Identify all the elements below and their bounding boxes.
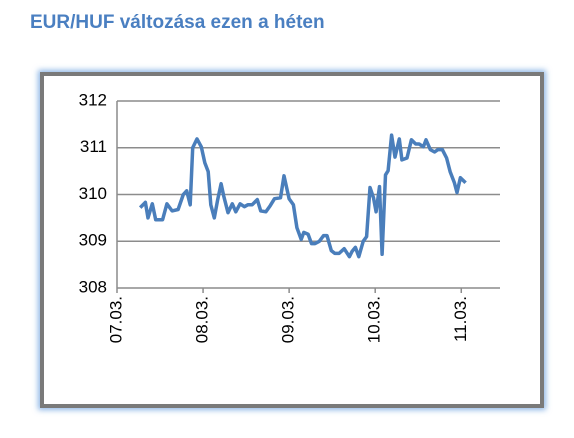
x-tick-label: 11.03. [451, 296, 470, 342]
x-tick-label: 08.03. [193, 296, 212, 343]
y-tick-label: 310 [79, 184, 107, 203]
y-tick-label: 309 [79, 231, 107, 250]
chart-title: EUR/HUF változása ezen a héten [30, 12, 325, 33]
x-tick-label: 10.03. [365, 296, 384, 343]
chart-frame [40, 72, 544, 408]
y-tick-label: 311 [80, 137, 107, 156]
x-tick-label: 07.03. [106, 296, 125, 343]
x-tick-label: 09.03. [279, 296, 298, 343]
y-tick-label: 308 [79, 277, 107, 296]
data-line [138, 133, 467, 259]
y-tick-label: 312 [79, 90, 107, 109]
